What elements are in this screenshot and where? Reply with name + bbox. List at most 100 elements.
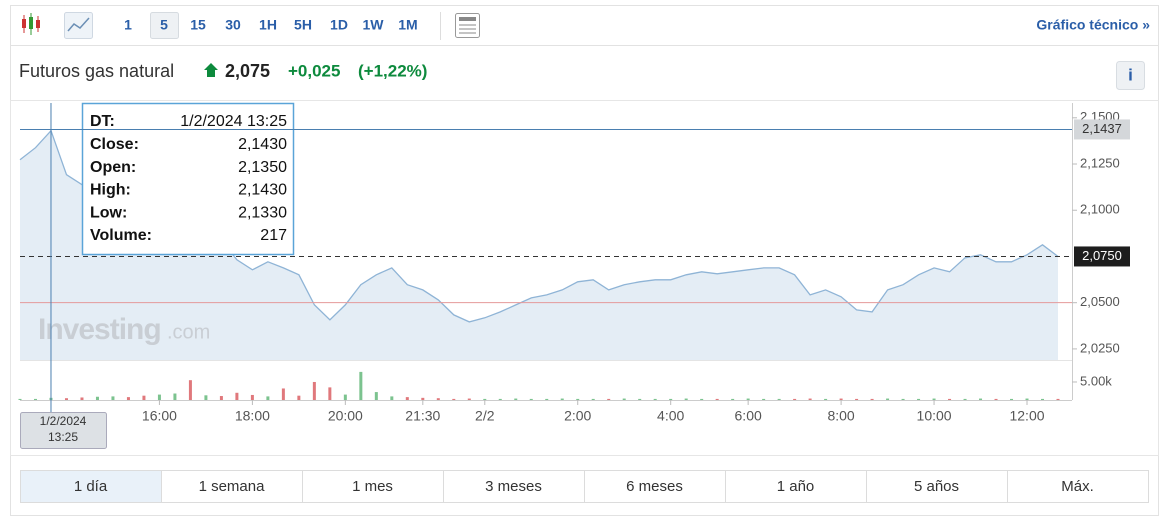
interval-button[interactable]: 5 bbox=[160, 17, 168, 33]
volume-bar bbox=[235, 392, 239, 400]
range-tab[interactable] bbox=[443, 470, 585, 503]
volume-bar bbox=[762, 398, 766, 400]
range-tab[interactable] bbox=[866, 470, 1008, 503]
crosshair-price-label: 2,1437 bbox=[1082, 121, 1122, 136]
range-tab-label[interactable]: 3 meses bbox=[485, 478, 542, 495]
x-tick-label: 12:00 bbox=[1009, 408, 1044, 424]
volume-bar bbox=[142, 395, 146, 400]
volume-bar bbox=[436, 398, 440, 400]
volume-bar bbox=[266, 396, 270, 400]
range-tab-label[interactable]: 6 meses bbox=[626, 478, 683, 495]
tooltip-value: 217 bbox=[260, 227, 287, 244]
tooltip-label: Volume: bbox=[90, 227, 152, 244]
x-tick-label: 8:00 bbox=[827, 408, 854, 424]
y-tick-label: 2,0500 bbox=[1080, 294, 1120, 309]
x-tick-label: 2/2 bbox=[475, 408, 495, 424]
interval-button[interactable]: 1 bbox=[124, 17, 132, 33]
volume-bar bbox=[374, 392, 378, 400]
range-tab[interactable] bbox=[1007, 470, 1149, 503]
volume-bar bbox=[808, 398, 812, 400]
y-tick-label: 2,0250 bbox=[1080, 340, 1120, 355]
volume-bar bbox=[173, 393, 177, 400]
volume-bar bbox=[932, 398, 936, 400]
last-price-label: 2,0750 bbox=[1082, 248, 1122, 263]
range-tab[interactable] bbox=[584, 470, 726, 503]
range-tab-label[interactable]: 1 semana bbox=[199, 478, 266, 495]
up-arrow bbox=[204, 63, 218, 77]
volume-bar bbox=[297, 395, 301, 400]
volume-bar bbox=[607, 398, 611, 400]
volume-bar bbox=[281, 388, 285, 400]
volume-bar bbox=[901, 398, 905, 400]
range-tab-label[interactable]: 1 mes bbox=[352, 478, 393, 495]
x-tick-label: 20:00 bbox=[328, 408, 363, 424]
volume-bar bbox=[405, 397, 409, 400]
volume-bar bbox=[188, 380, 192, 400]
x-tick-label: 16:00 bbox=[142, 408, 177, 424]
volume-bar bbox=[963, 398, 967, 400]
range-tab[interactable] bbox=[161, 470, 303, 503]
volume-bar bbox=[529, 398, 533, 400]
tooltip-label: Open: bbox=[90, 159, 136, 176]
x-tick-label: 10:00 bbox=[917, 408, 952, 424]
technical-chart-link[interactable]: Gráfico técnico » bbox=[1036, 17, 1150, 33]
crosshair-price-box bbox=[1074, 119, 1130, 140]
x-tick-label: 21:30 bbox=[405, 408, 440, 424]
volume-bar bbox=[715, 398, 719, 400]
tooltip-value: 2,1330 bbox=[238, 204, 287, 221]
volume-bar bbox=[560, 398, 564, 400]
volume-bar bbox=[777, 398, 781, 400]
crosshair-date: 1/2/2024 bbox=[40, 414, 87, 428]
interval-button[interactable]: 30 bbox=[225, 17, 241, 33]
tooltip-value: 2,1430 bbox=[238, 136, 287, 153]
tooltip bbox=[81, 102, 295, 256]
volume-bar bbox=[824, 398, 828, 400]
info-icon[interactable]: i bbox=[1128, 65, 1133, 84]
volume-bar bbox=[64, 398, 68, 400]
price-change: +0,025 bbox=[288, 61, 340, 80]
volume-bar bbox=[328, 387, 332, 400]
volume-bar bbox=[111, 396, 115, 400]
interval-button[interactable]: 15 bbox=[190, 17, 206, 33]
y-tick-label: 2,1250 bbox=[1080, 155, 1120, 170]
active-interval-box bbox=[150, 12, 179, 39]
x-tick-label: 4:00 bbox=[657, 408, 684, 424]
range-tab[interactable] bbox=[302, 470, 444, 503]
last-price: 2,075 bbox=[225, 61, 270, 81]
volume-bar bbox=[545, 398, 549, 400]
range-tab[interactable] bbox=[725, 470, 867, 503]
volume-bar bbox=[870, 398, 874, 400]
interval-button[interactable]: 1M bbox=[398, 17, 417, 33]
volume-bar bbox=[421, 397, 425, 400]
range-tab-label[interactable]: 5 años bbox=[914, 478, 959, 495]
tooltip-label: High: bbox=[90, 182, 131, 199]
volume-bar bbox=[994, 398, 998, 400]
volume-bar bbox=[948, 398, 952, 400]
line-icon[interactable] bbox=[64, 12, 93, 39]
candle-icon[interactable] bbox=[22, 13, 40, 35]
volume-bar bbox=[793, 398, 797, 400]
volume-bar bbox=[95, 396, 99, 400]
interval-button[interactable]: 1D bbox=[330, 17, 348, 33]
volume-bar bbox=[359, 371, 363, 400]
tooltip-label: Low: bbox=[90, 204, 127, 221]
range-tab[interactable] bbox=[20, 470, 162, 503]
y-tick-label: 2,1000 bbox=[1080, 202, 1120, 217]
interval-button[interactable]: 1W bbox=[363, 17, 385, 33]
interval-button[interactable]: 5H bbox=[294, 17, 312, 33]
info-button[interactable] bbox=[1116, 61, 1145, 90]
x-tick-label: 18:00 bbox=[235, 408, 270, 424]
crosshair-time: 13:25 bbox=[48, 430, 78, 444]
range-tab-label[interactable]: Máx. bbox=[1061, 478, 1094, 495]
volume-bar bbox=[467, 398, 471, 400]
y-tick-label: 5.00k bbox=[1080, 373, 1112, 388]
range-tab-label[interactable]: 1 año bbox=[777, 478, 815, 495]
interval-button[interactable]: 1H bbox=[259, 17, 277, 33]
volume-bar bbox=[886, 398, 890, 400]
range-tab-label[interactable]: 1 día bbox=[74, 478, 108, 495]
table-icon[interactable] bbox=[455, 13, 480, 38]
volume-bar bbox=[653, 398, 657, 400]
volume-bar bbox=[204, 395, 208, 400]
volume-bar bbox=[514, 398, 518, 400]
volume-bar bbox=[746, 398, 750, 400]
